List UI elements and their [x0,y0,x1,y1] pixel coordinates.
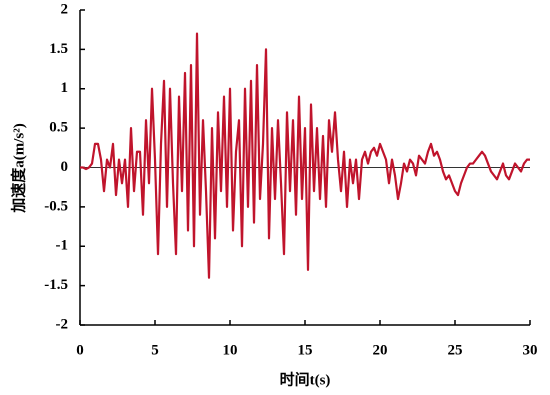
data-line [80,32,530,279]
y-tick-label: 0 [61,159,69,175]
y-tick-label: 1 [61,80,69,96]
y-tick-label: -0.5 [44,198,68,214]
x-tick-label: 0 [76,342,84,358]
x-tick-label: 30 [523,342,538,358]
y-tick-label: 1.5 [49,41,68,57]
x-tick-label: 25 [448,342,463,358]
x-tick-label: 10 [223,342,238,358]
y-tick-label: 2 [61,1,69,17]
x-axis-label: 时间t(s) [280,370,331,388]
x-tick-label: 20 [373,342,388,358]
x-tick-label: 5 [151,342,159,358]
y-tick-label: -1.5 [44,277,68,293]
y-axis-label: 加速度a(m/s²) [9,123,27,214]
y-tick-label: 0.5 [49,120,68,136]
y-tick-label: -1 [56,238,69,254]
x-tick-label: 15 [298,342,313,358]
y-tick-label: -2 [56,316,69,332]
